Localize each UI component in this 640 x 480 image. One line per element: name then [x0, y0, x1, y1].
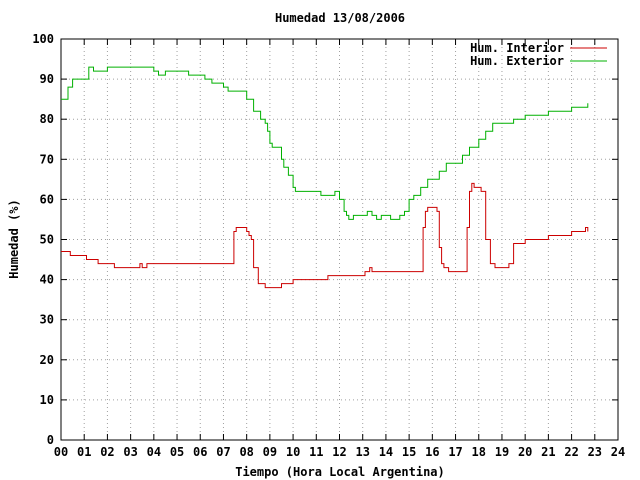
x-tick-label: 19	[495, 445, 509, 459]
y-tick-label: 30	[40, 313, 54, 327]
series-line-exterior	[61, 66, 589, 220]
x-tick-label: 04	[147, 445, 161, 459]
y-axis-label: Humedad (%)	[7, 199, 21, 278]
x-tick-label: 14	[379, 445, 393, 459]
y-tick-label: 40	[40, 273, 54, 287]
y-tick-label: 50	[40, 233, 54, 247]
x-tick-label: 02	[100, 445, 114, 459]
x-tick-label: 12	[332, 445, 346, 459]
x-tick-label: 24	[611, 445, 625, 459]
x-axis-ticks: 00 01 02 03 04 05 06 07 08 09 10 11 12 13 14 15 16 17 18 19…	[54, 39, 625, 459]
x-axis-label: Tiempo (Hora Local Argentina)	[235, 465, 445, 479]
y-tick-label: 70	[40, 152, 54, 166]
x-tick-label: 15	[402, 445, 416, 459]
legend-label: Hum. Interior	[470, 41, 564, 55]
x-tick-label: 03	[123, 445, 137, 459]
y-tick-label: 20	[40, 353, 54, 367]
series-line-interior	[61, 182, 589, 289]
y-tick-label: 60	[40, 192, 54, 206]
x-tick-label: 09	[263, 445, 277, 459]
y-tick-label: 90	[40, 72, 54, 86]
x-tick-label: 00	[54, 445, 68, 459]
x-tick-label: 16	[425, 445, 439, 459]
x-tick-label: 11	[309, 445, 323, 459]
x-tick-label: 06	[193, 445, 207, 459]
x-tick-label: 18	[472, 445, 486, 459]
y-axis-ticks: 0 10 20 30 40 50 60 70 80 90 100	[32, 32, 618, 447]
x-tick-label: 10	[286, 445, 300, 459]
x-tick-label: 20	[518, 445, 532, 459]
series-lines	[61, 66, 589, 289]
x-tick-label: 07	[216, 445, 230, 459]
y-tick-label: 100	[32, 32, 54, 46]
x-tick-label: 22	[564, 445, 578, 459]
y-tick-label: 0	[47, 433, 54, 447]
y-tick-label: 10	[40, 393, 54, 407]
x-tick-label: 17	[448, 445, 462, 459]
x-tick-label: 23	[588, 445, 602, 459]
x-tick-label: 13	[355, 445, 369, 459]
x-tick-label: 21	[541, 445, 555, 459]
chart-title: Humedad 13/08/2006	[275, 11, 405, 25]
legend-label: Hum. Exterior	[470, 54, 564, 68]
x-tick-label: 05	[170, 445, 184, 459]
x-tick-label: 08	[239, 445, 253, 459]
y-tick-label: 80	[40, 112, 54, 126]
x-tick-label: 01	[77, 445, 91, 459]
